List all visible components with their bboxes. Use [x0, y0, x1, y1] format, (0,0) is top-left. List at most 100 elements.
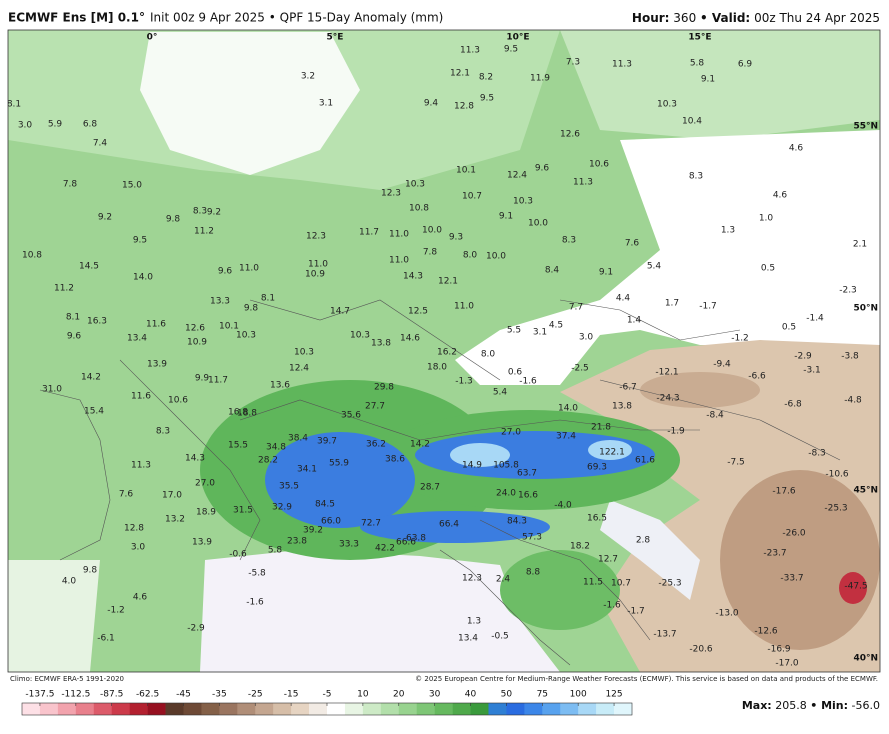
- map-value: 24.0: [496, 489, 516, 499]
- map-value: 13.4: [127, 334, 147, 344]
- map-value: -20.6: [689, 645, 713, 655]
- map-value: 9.2: [98, 213, 112, 223]
- map-value: 10.7: [611, 579, 631, 589]
- map-value: -8.3: [808, 449, 826, 459]
- map-value: 63.7: [517, 469, 537, 479]
- map-value: -1.6: [519, 377, 537, 387]
- map-value: -2.9: [794, 352, 812, 362]
- map-value: -16.9: [767, 645, 791, 655]
- map-value: 69.3: [587, 463, 607, 473]
- map-value: 18.0: [427, 363, 447, 373]
- borders: [119, 299, 700, 561]
- graticule-label: 15°E: [688, 33, 711, 43]
- area-white: [140, 32, 360, 175]
- coastline: [439, 519, 651, 666]
- colorbar-swatch: [434, 703, 453, 715]
- map-value: 6.9: [738, 60, 753, 70]
- map-value: 10.0: [486, 252, 506, 262]
- colorbar-swatch: [129, 703, 148, 715]
- map-value: 27.7: [365, 402, 385, 412]
- map-value: 14.7: [330, 307, 350, 317]
- map-value: 66.6: [396, 538, 416, 548]
- map-value: 8.1: [66, 313, 80, 323]
- map-value: 10.9: [305, 270, 325, 280]
- colorbar-tick-label: -137.5: [25, 690, 54, 700]
- map-value: 10.8: [409, 204, 429, 214]
- graticule-label: 5°E: [327, 33, 344, 43]
- map-value: -2.5: [571, 364, 589, 374]
- map-value: 18.2: [570, 542, 590, 552]
- colorbar-tick-label: 40: [465, 690, 477, 700]
- map-value: 13.9: [192, 538, 212, 548]
- map-value: -1.3: [455, 377, 473, 387]
- map-value: 8.1: [7, 100, 21, 110]
- map-value: 15.5: [228, 441, 248, 451]
- map-value: 11.6: [131, 392, 151, 402]
- colorbar-tick-label: -45: [176, 690, 191, 700]
- map-value: 4.6: [133, 593, 148, 603]
- map-value: 7.8: [423, 248, 438, 258]
- graticule-label: 40°N: [853, 654, 878, 664]
- map-value: -5.8: [248, 569, 266, 579]
- map-value: 3.1: [533, 328, 547, 338]
- map-value: 4.6: [789, 144, 804, 154]
- map-value: 9.6: [67, 332, 82, 342]
- map-value: -1.6: [603, 601, 621, 611]
- map-value: -47.5: [844, 582, 867, 592]
- max-min: Max: 205.8 • Min: -56.0: [742, 699, 880, 712]
- map-value: -4.0: [554, 501, 572, 511]
- colorbar-swatch: [219, 703, 238, 715]
- graticule-label: 0°: [147, 33, 158, 43]
- map-value: 29.8: [374, 383, 394, 393]
- map-value: 11.3: [573, 178, 593, 188]
- map-frame: [7, 29, 881, 673]
- model-title: ECMWF Ens [M] 0.1°: [8, 11, 145, 25]
- area-white-east: [455, 130, 880, 385]
- area-heavy: [265, 432, 415, 528]
- map-value: -4.8: [844, 396, 862, 406]
- map-value: 12.8: [124, 524, 144, 534]
- map-value: -8.4: [706, 411, 724, 421]
- colorbar-tick-label: 30: [429, 690, 441, 700]
- map-value: 9.5: [480, 94, 494, 104]
- map-value: 11.0: [239, 264, 259, 274]
- map-value: 16.2: [437, 348, 457, 358]
- map-value: 8.3: [689, 172, 703, 182]
- map-value: 11.3: [612, 60, 632, 70]
- map-value: -1.7: [627, 607, 645, 617]
- map-value: 12.3: [306, 232, 326, 242]
- map-value: 14.2: [410, 440, 430, 450]
- map-value: 7.7: [569, 303, 583, 313]
- area-pale: [560, 30, 880, 140]
- colorbar-swatch: [93, 703, 113, 715]
- init-text: Init 00z 9 Apr 2025 • QPF 15-Day Anomaly…: [150, 11, 443, 25]
- map-value: -1.2: [107, 606, 125, 616]
- map-value: 28.2: [258, 456, 278, 466]
- graticule: 0° 5°E 10°E 15°E 55°N 50°N 45°N 40°N: [147, 33, 878, 664]
- map-value: -7.5: [727, 458, 745, 468]
- colorbar-swatch: [506, 703, 525, 715]
- map-value: 8.2: [479, 73, 493, 83]
- map-value: 8.0: [481, 350, 496, 360]
- map-value: 4.6: [773, 191, 788, 201]
- climo: Climo: ECMWF ERA-5 1991-2020: [10, 675, 124, 683]
- colorbar-swatch: [380, 703, 400, 715]
- colorbar-swatch: [524, 703, 543, 715]
- colorbar-swatch: [111, 703, 130, 715]
- map-value: 9.8: [83, 566, 98, 576]
- area-peak: [450, 443, 510, 467]
- map-value: 12.3: [462, 574, 482, 584]
- map-value: 12.6: [560, 130, 580, 140]
- map-value: 9.5: [504, 45, 518, 55]
- map-value: 9.6: [218, 267, 233, 277]
- map-value: 12.4: [507, 171, 527, 181]
- colorbar-swatch: [398, 703, 418, 715]
- map-value: 11.0: [389, 230, 409, 240]
- map-value: 9.1: [599, 268, 613, 278]
- map-value: -10.6: [825, 470, 849, 480]
- map-value: 13.9: [147, 360, 167, 370]
- map-value: 14.0: [133, 273, 153, 283]
- map-value: -17.0: [775, 659, 799, 669]
- map-value: 11.3: [131, 461, 151, 471]
- map-value: 11.2: [194, 227, 214, 237]
